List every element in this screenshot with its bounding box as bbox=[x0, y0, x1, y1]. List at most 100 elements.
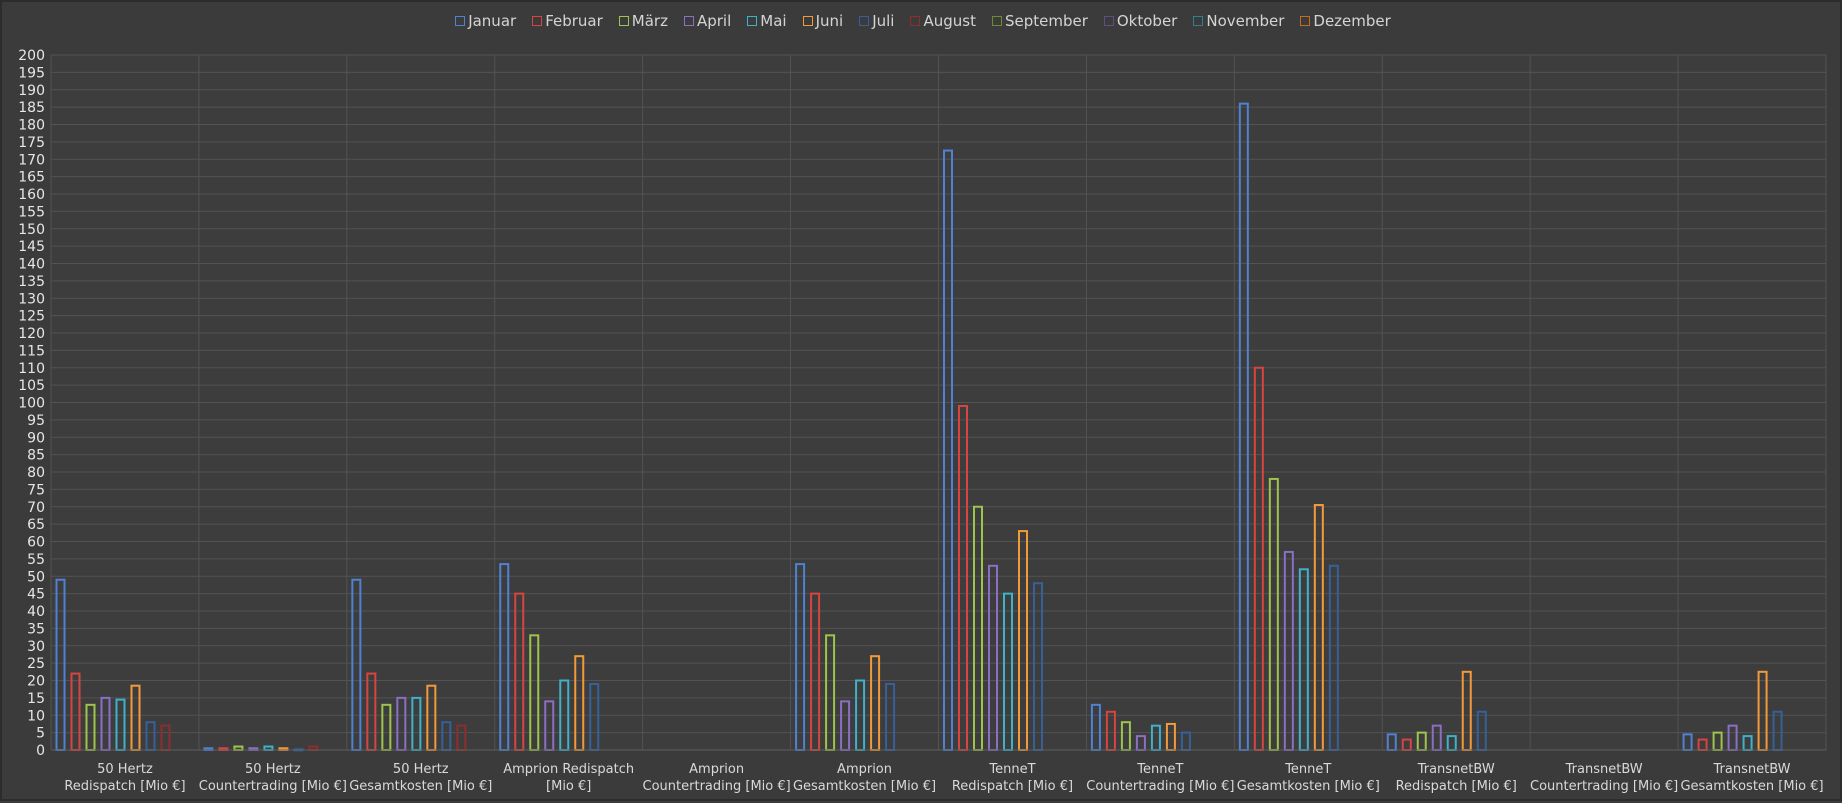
legend-label: Februar bbox=[545, 12, 603, 30]
legend-label: Juni bbox=[815, 12, 844, 30]
y-tick-label: 80 bbox=[27, 465, 45, 481]
legend-swatch bbox=[618, 16, 629, 26]
x-category-label: Redispatch [Mio €] bbox=[952, 779, 1073, 794]
legend-item: Januar bbox=[455, 12, 516, 30]
legend-swatch bbox=[747, 16, 758, 26]
y-tick-label: 70 bbox=[27, 500, 45, 516]
legend-swatch bbox=[683, 16, 694, 26]
y-tick-label: 160 bbox=[18, 187, 45, 203]
y-tick-label: 45 bbox=[27, 587, 45, 603]
y-tick-label: 115 bbox=[18, 343, 45, 359]
x-category-label: TenneT bbox=[1284, 762, 1331, 777]
legend-item: September bbox=[991, 12, 1088, 30]
y-tick-label: 140 bbox=[18, 257, 45, 273]
x-category-label: [Mio €] bbox=[546, 779, 591, 794]
legend-item: August bbox=[910, 12, 976, 30]
legend-item: Dezember bbox=[1300, 12, 1391, 30]
y-tick-label: 195 bbox=[18, 65, 45, 81]
y-tick-label: 110 bbox=[18, 361, 45, 377]
legend-item: Oktober bbox=[1103, 12, 1178, 30]
x-category-label: TenneT bbox=[988, 762, 1035, 777]
x-category-label: Countertrading [Mio €] bbox=[1530, 779, 1678, 794]
legend-item: November bbox=[1193, 12, 1284, 30]
y-tick-label: 130 bbox=[18, 291, 45, 307]
legend-label: Januar bbox=[468, 12, 517, 30]
x-category-label: Gesamtkosten [Mio €] bbox=[1237, 779, 1380, 794]
legend-item: Mai bbox=[747, 12, 787, 30]
y-tick-label: 155 bbox=[18, 204, 45, 220]
y-tick-label: 60 bbox=[27, 535, 45, 551]
legend-item: Juni bbox=[802, 12, 844, 30]
x-category-label: Countertrading [Mio €] bbox=[199, 779, 347, 794]
y-tick-label: 35 bbox=[27, 621, 45, 637]
y-tick-label: 30 bbox=[27, 639, 45, 655]
y-tick-label: 5 bbox=[36, 726, 45, 742]
legend-item: Juli bbox=[859, 12, 894, 30]
x-category-label: Countertrading [Mio €] bbox=[643, 779, 791, 794]
y-tick-label: 90 bbox=[27, 430, 45, 446]
y-tick-label: 170 bbox=[18, 152, 45, 168]
y-tick-label: 120 bbox=[18, 326, 45, 342]
y-tick-label: 165 bbox=[18, 170, 45, 186]
x-category-label: Countertrading [Mio €] bbox=[1086, 779, 1234, 794]
x-category-label: Gesamtkosten [Mio €] bbox=[793, 779, 936, 794]
x-category-label: 50 Hertz bbox=[245, 762, 301, 777]
legend-label: Dezember bbox=[1313, 12, 1391, 30]
x-category-label: 50 Hertz bbox=[393, 762, 449, 777]
y-tick-label: 180 bbox=[18, 118, 45, 134]
legend-swatch bbox=[991, 16, 1002, 26]
y-tick-label: 25 bbox=[27, 656, 45, 672]
x-category-label: TransnetBW bbox=[1713, 762, 1791, 777]
x-category-label: Redispatch [Mio €] bbox=[1396, 779, 1517, 794]
x-category-label: Amprion Redispatch bbox=[503, 762, 634, 777]
legend-label: November bbox=[1206, 12, 1285, 30]
y-tick-label: 20 bbox=[27, 674, 45, 690]
x-category-label: TenneT bbox=[1136, 762, 1183, 777]
y-tick-label: 65 bbox=[27, 517, 45, 533]
legend-label: Juli bbox=[872, 12, 895, 30]
y-tick-label: 95 bbox=[27, 413, 45, 429]
legend-swatch bbox=[1103, 16, 1114, 26]
x-category-label: Amprion bbox=[837, 762, 892, 777]
y-tick-label: 0 bbox=[36, 743, 45, 759]
legend-item: April bbox=[683, 12, 732, 30]
y-tick-label: 85 bbox=[27, 448, 45, 464]
x-category-label: Redispatch [Mio €] bbox=[64, 779, 185, 794]
x-category-label: TransnetBW bbox=[1417, 762, 1495, 777]
y-tick-label: 190 bbox=[18, 83, 45, 99]
legend-swatch bbox=[1193, 16, 1204, 26]
y-tick-label: 15 bbox=[27, 691, 45, 707]
y-tick-label: 200 bbox=[18, 48, 45, 64]
legend-item: Februar bbox=[532, 12, 603, 30]
legend-swatch bbox=[532, 16, 543, 26]
x-category-label: TransnetBW bbox=[1565, 762, 1643, 777]
legend-label: August bbox=[923, 12, 976, 30]
y-tick-label: 50 bbox=[27, 569, 45, 585]
x-category-label: 50 Hertz bbox=[97, 762, 153, 777]
legend-item: März bbox=[618, 12, 668, 30]
legend-label: Oktober bbox=[1116, 12, 1178, 30]
y-tick-label: 40 bbox=[27, 604, 45, 620]
x-category-label: Amprion bbox=[689, 762, 744, 777]
legend-swatch bbox=[859, 16, 870, 26]
y-tick-label: 175 bbox=[18, 135, 45, 151]
y-tick-label: 100 bbox=[18, 396, 45, 412]
x-category-label: Gesamtkosten [Mio €] bbox=[349, 779, 492, 794]
y-tick-label: 105 bbox=[18, 378, 45, 394]
legend-swatch bbox=[1300, 16, 1311, 26]
y-tick-label: 125 bbox=[18, 309, 45, 325]
legend-label: März bbox=[631, 12, 668, 30]
legend-label: April bbox=[696, 12, 732, 30]
y-tick-label: 75 bbox=[27, 482, 45, 498]
y-tick-label: 150 bbox=[18, 222, 45, 238]
y-tick-label: 185 bbox=[18, 100, 45, 116]
legend-label: September bbox=[1004, 12, 1088, 30]
y-tick-label: 145 bbox=[18, 239, 45, 255]
legend: Januar Februar März April Mai Juni Juli August S… bbox=[2, 12, 1842, 30]
y-tick-label: 135 bbox=[18, 274, 45, 290]
legend-label: Mai bbox=[760, 12, 787, 30]
legend-swatch bbox=[802, 16, 813, 26]
y-tick-label: 55 bbox=[27, 552, 45, 568]
